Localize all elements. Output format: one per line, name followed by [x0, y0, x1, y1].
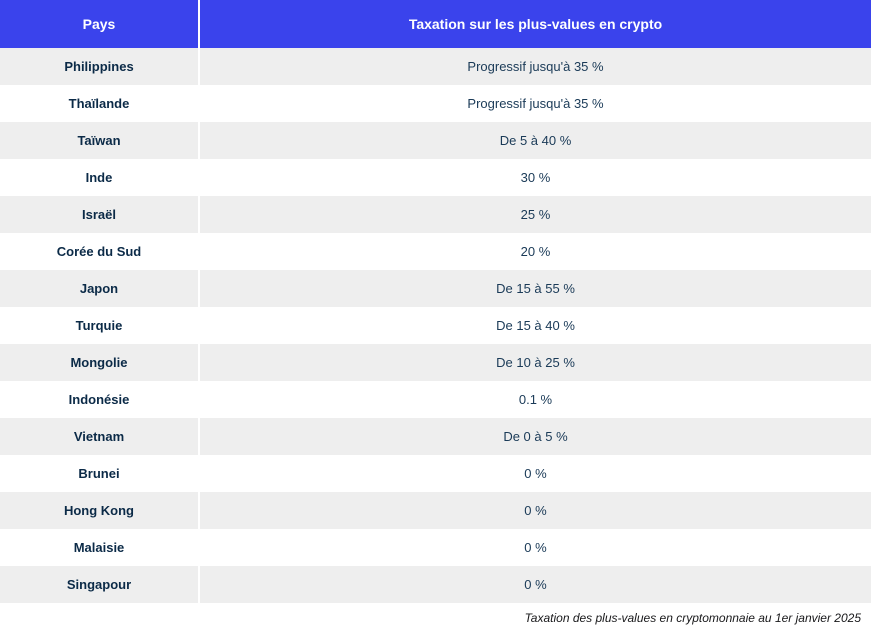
crypto-tax-table: Pays Taxation sur les plus-values en cry…: [0, 0, 871, 603]
cell-tax: 30 %: [200, 159, 871, 196]
table-row: Brunei0 %: [0, 455, 871, 492]
cell-tax: De 5 à 40 %: [200, 122, 871, 159]
table-row: VietnamDe 0 à 5 %: [0, 418, 871, 455]
cell-country: Hong Kong: [0, 492, 200, 529]
table-body: PhilippinesProgressif jusqu'à 35 %Thaïla…: [0, 48, 871, 603]
table-row: PhilippinesProgressif jusqu'à 35 %: [0, 48, 871, 85]
cell-tax: Progressif jusqu'à 35 %: [200, 48, 871, 85]
cell-country: Mongolie: [0, 344, 200, 381]
cell-country: Thaïlande: [0, 85, 200, 122]
cell-tax: 0 %: [200, 529, 871, 566]
cell-country: Vietnam: [0, 418, 200, 455]
cell-country: Malaisie: [0, 529, 200, 566]
table-row: JaponDe 15 à 55 %: [0, 270, 871, 307]
table-row: Hong Kong0 %: [0, 492, 871, 529]
cell-country: Inde: [0, 159, 200, 196]
cell-tax: 0.1 %: [200, 381, 871, 418]
cell-tax: De 0 à 5 %: [200, 418, 871, 455]
cell-country: Brunei: [0, 455, 200, 492]
table-row: Inde30 %: [0, 159, 871, 196]
table-row: Singapour0 %: [0, 566, 871, 603]
cell-tax: 0 %: [200, 492, 871, 529]
header-tax: Taxation sur les plus-values en crypto: [200, 0, 871, 48]
table-row: TaïwanDe 5 à 40 %: [0, 122, 871, 159]
cell-country: Indonésie: [0, 381, 200, 418]
cell-tax: 20 %: [200, 233, 871, 270]
cell-tax: De 10 à 25 %: [200, 344, 871, 381]
cell-tax: 25 %: [200, 196, 871, 233]
cell-country: Taïwan: [0, 122, 200, 159]
cell-tax: Progressif jusqu'à 35 %: [200, 85, 871, 122]
table-row: Indonésie0.1 %: [0, 381, 871, 418]
table-row: ThaïlandeProgressif jusqu'à 35 %: [0, 85, 871, 122]
cell-country: Israël: [0, 196, 200, 233]
cell-country: Corée du Sud: [0, 233, 200, 270]
cell-country: Singapour: [0, 566, 200, 603]
cell-tax: 0 %: [200, 566, 871, 603]
cell-tax: De 15 à 55 %: [200, 270, 871, 307]
table-row: Corée du Sud20 %: [0, 233, 871, 270]
table-row: MongolieDe 10 à 25 %: [0, 344, 871, 381]
header-country: Pays: [0, 0, 200, 48]
table-row: Malaisie0 %: [0, 529, 871, 566]
table-header-row: Pays Taxation sur les plus-values en cry…: [0, 0, 871, 48]
cell-tax: 0 %: [200, 455, 871, 492]
table-row: TurquieDe 15 à 40 %: [0, 307, 871, 344]
cell-country: Turquie: [0, 307, 200, 344]
table-caption: Taxation des plus-values en cryptomonnai…: [0, 603, 871, 629]
cell-country: Japon: [0, 270, 200, 307]
cell-tax: De 15 à 40 %: [200, 307, 871, 344]
cell-country: Philippines: [0, 48, 200, 85]
table-row: Israël25 %: [0, 196, 871, 233]
